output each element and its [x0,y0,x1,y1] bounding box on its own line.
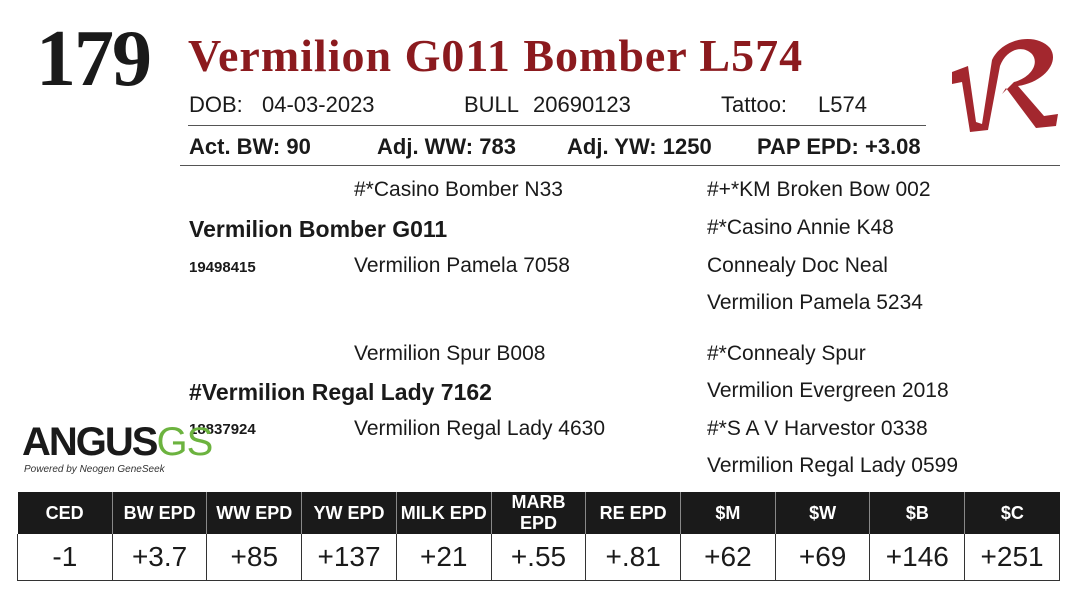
actual-birth-weight: Act. BW: 90 [189,134,311,159]
sex-label: BULL [464,92,520,117]
divider [188,125,926,126]
epd-value-milk: +21 [395,534,492,581]
epd-value-row: -1 +3.7 +85 +137 +21 +.55 +.81 +62 +69 +… [17,534,1060,581]
epd-value-m: +62 [680,534,776,581]
epd-header-marb: MARB EPD [490,492,586,534]
sire-registration: 19498415 [189,259,256,276]
epd-value-bw: +3.7 [111,534,208,581]
adjusted-weaning-weight: Adj. WW: 783 [377,134,516,159]
dam-dam: Vermilion Regal Lady 4630 [354,417,605,440]
sire-sire-dam: #*Casino Annie K48 [707,216,894,239]
epd-header-re: RE EPD [585,492,681,534]
lot-number: 179 [36,15,152,103]
registration-number: 20690123 [533,92,631,117]
angus-logo-tagline: Powered by Neogen GeneSeek [24,464,165,475]
tattoo-label: Tattoo: [721,92,788,117]
dam-dam-sire: #*S A V Harvestor 0338 [707,417,928,440]
epd-header-row: CED BW EPD WW EPD YW EPD MILK EPD MARB E… [17,492,1060,534]
epd-header-bw: BW EPD [111,492,207,534]
dam-name: #Vermilion Regal Lady 7162 [189,379,492,405]
epd-value-c: +251 [964,534,1060,581]
dam-dam-dam: Vermilion Regal Lady 0599 [707,454,958,477]
sire-sire: #*Casino Bomber N33 [354,178,563,201]
epd-header-yw: YW EPD [301,492,397,534]
pap-epd: PAP EPD: +3.08 [757,134,921,159]
tattoo-value: L574 [818,92,867,117]
sire-name: Vermilion Bomber G011 [189,216,448,242]
sire-dam-dam: Vermilion Pamela 5234 [707,291,923,314]
epd-value-w: +69 [774,534,871,581]
epd-value-re: +.81 [585,534,682,581]
dam-sire-dam: Vermilion Evergreen 2018 [707,379,949,402]
epd-header-c: $C [964,492,1060,534]
sire-dam: Vermilion Pamela 7058 [354,254,570,277]
dam-registration: 18837924 [189,421,256,438]
angus-logo-gs: GS [156,420,213,464]
divider [180,165,1060,166]
epd-header-w: $W [774,492,870,534]
epd-header-m: $M [680,492,776,534]
angus-gs-logo: ANGUSGS Powered by Neogen GeneSeek [22,420,213,482]
epd-table: CED BW EPD WW EPD YW EPD MILK EPD MARB E… [17,492,1060,581]
epd-header-ced: CED [17,492,113,534]
adjusted-yearling-weight: Adj. YW: 1250 [567,134,712,159]
dob-value: 04-03-2023 [262,92,375,117]
epd-value-yw: +137 [301,534,397,581]
epd-value-b: +146 [869,534,966,581]
dam-sire-sire: #*Connealy Spur [707,342,866,365]
dam-sire: Vermilion Spur B008 [354,342,546,365]
angus-logo-word: ANGUS [22,420,158,464]
epd-header-milk: MILK EPD [395,492,492,534]
epd-header-ww: WW EPD [206,492,302,534]
animal-name: Vermilion G011 Bomber L574 [188,30,804,81]
sire-sire-sire: #+*KM Broken Bow 002 [707,178,931,201]
epd-header-b: $B [869,492,965,534]
vr-brand-logo [952,38,1058,132]
epd-value-ced: -1 [17,534,113,581]
dob-label: DOB: [189,92,243,117]
epd-value-marb: +.55 [490,534,587,581]
sire-dam-sire: Connealy Doc Neal [707,254,888,277]
epd-value-ww: +85 [206,534,303,581]
